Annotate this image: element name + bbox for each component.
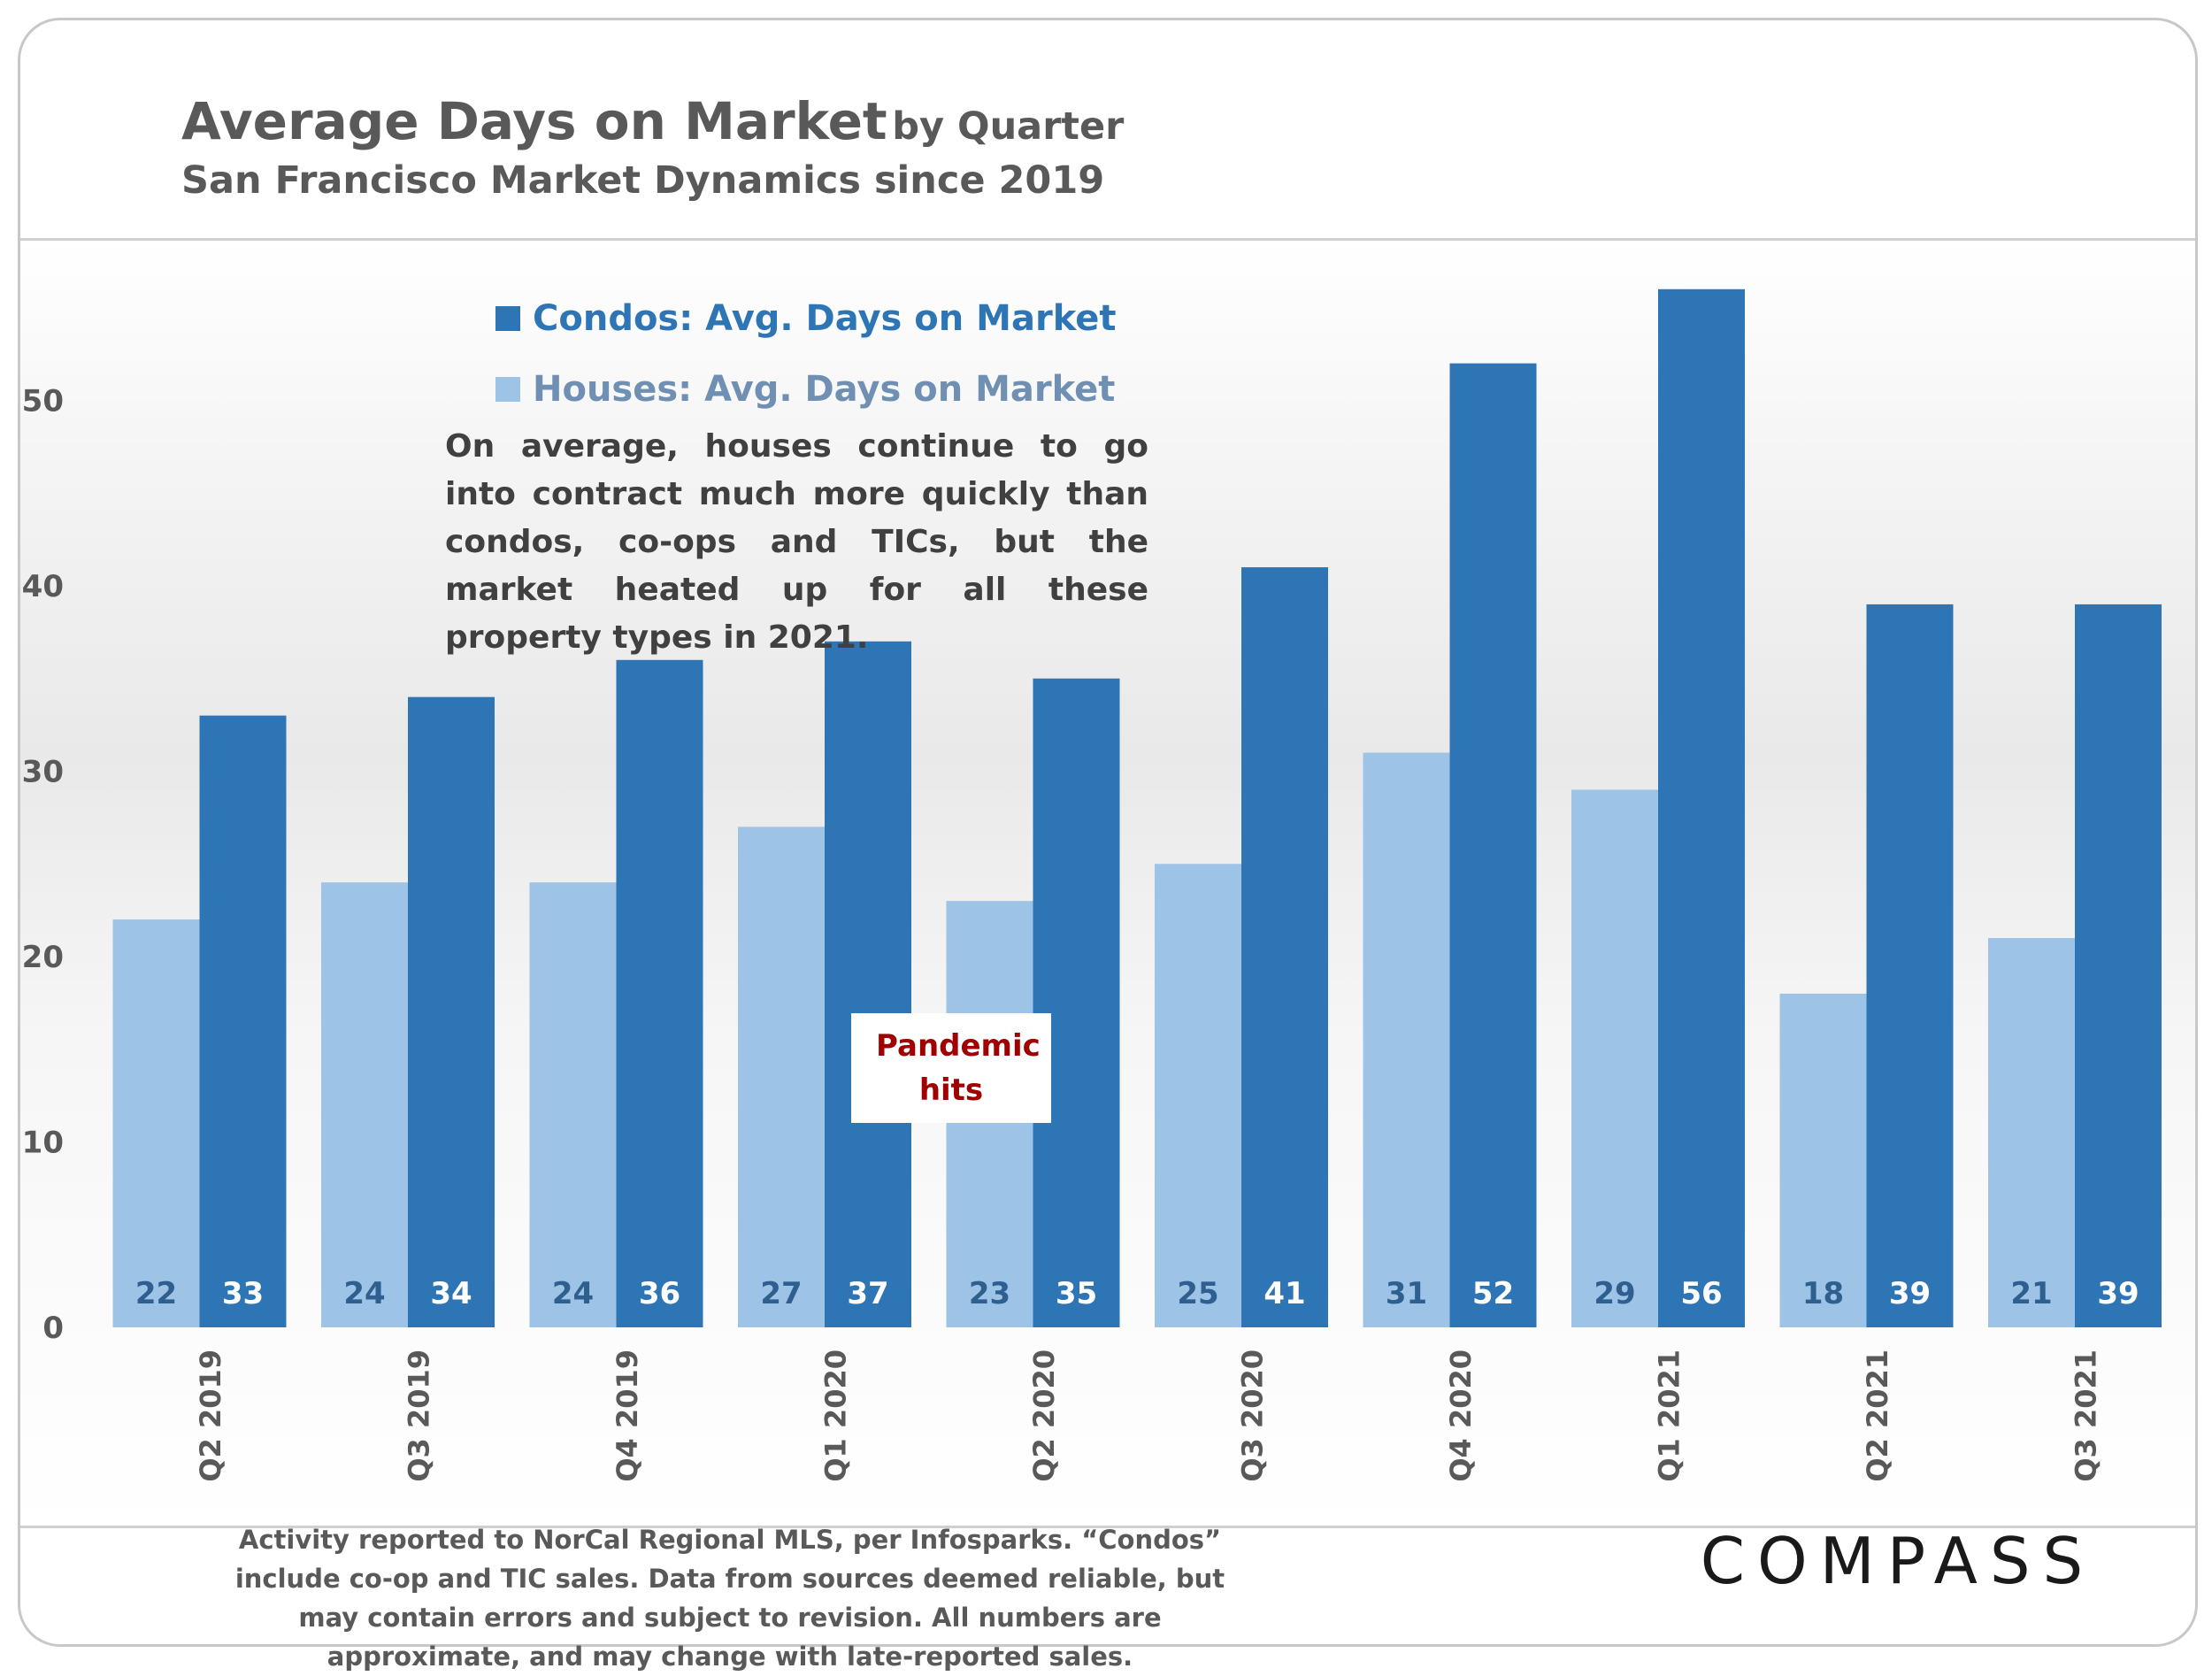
bar-condos — [1658, 288, 1745, 1327]
bar-houses — [1363, 752, 1450, 1327]
footer-disclaimer: Activity reported to NorCal Regional MLS… — [234, 1525, 1225, 1672]
legend-item-houses: Houses: Avg. Days on Market — [495, 354, 1116, 425]
bar-houses — [1571, 789, 1658, 1327]
bar-condos — [199, 715, 287, 1327]
footer-divider — [20, 1526, 2195, 1528]
x-tick-label: Q4 2020 — [1444, 1349, 1478, 1482]
legend-swatch-houses — [495, 377, 520, 402]
data-label-condos: 56 — [1680, 1276, 1722, 1311]
data-label-condos: 37 — [847, 1276, 888, 1311]
bar-condos — [1866, 604, 1954, 1327]
bar-houses — [321, 882, 408, 1327]
x-tick-label: Q3 2020 — [1235, 1349, 1269, 1482]
chart-subtitle: San Francisco Market Dynamics since 2019 — [181, 158, 1105, 203]
title-suffix: by Quarter — [892, 104, 1125, 149]
header-divider — [20, 238, 2195, 241]
x-tick-label: Q2 2019 — [194, 1349, 227, 1482]
bar-condos — [616, 659, 703, 1327]
x-tick-label: Q2 2020 — [1027, 1349, 1061, 1482]
legend-item-condos: Condos: Avg. Days on Market — [495, 283, 1116, 354]
data-label-houses: 22 — [135, 1276, 177, 1311]
data-label-condos: 39 — [1889, 1276, 1931, 1311]
y-tick-label: 0 — [42, 1311, 64, 1346]
pandemic-annotation-text: Pandemic hits — [876, 1028, 1041, 1108]
data-label-houses: 18 — [1802, 1276, 1844, 1311]
bar-houses — [529, 882, 617, 1327]
bar-houses — [1779, 993, 1867, 1327]
legend-label-condos: Condos: Avg. Days on Market — [533, 298, 1117, 339]
y-tick-label: 40 — [22, 569, 64, 604]
bar-condos — [825, 641, 911, 1327]
data-label-condos: 33 — [222, 1276, 264, 1311]
annotation-note: On average, houses continue to go into c… — [445, 428, 1148, 656]
legend: Condos: Avg. Days on Market Houses: Avg.… — [495, 283, 1116, 425]
data-label-houses: 24 — [552, 1276, 594, 1311]
y-tick-label: 20 — [22, 940, 64, 975]
data-label-houses: 21 — [2010, 1276, 2052, 1311]
x-axis: Q2 2019 Q3 2019 Q4 2019 Q1 2020 Q2 2020 Q3 20… — [194, 1349, 2103, 1482]
y-tick-label: 30 — [22, 755, 64, 790]
data-label-condos: 39 — [2097, 1276, 2139, 1311]
x-tick-label: Q2 2021 — [1861, 1349, 1894, 1482]
data-label-houses: 25 — [1177, 1276, 1218, 1311]
compass-logo: COMPASS — [1700, 1524, 2096, 1598]
bar-condos — [1241, 567, 1328, 1327]
x-tick-label: Q1 2020 — [818, 1349, 852, 1482]
title-main: Average Days on Market — [181, 91, 887, 151]
bar-condos — [1449, 363, 1537, 1328]
legend-swatch-condos — [495, 306, 520, 331]
data-label-condos: 52 — [1472, 1276, 1514, 1311]
pandemic-annotation: Pandemic hits — [851, 1013, 1051, 1123]
data-label-houses: 24 — [343, 1276, 385, 1311]
chart-title: Average Days on Market by Quarter — [181, 91, 1124, 151]
y-tick-label: 10 — [22, 1126, 64, 1161]
bar-condos — [1033, 678, 1120, 1327]
x-tick-label: Q3 2021 — [2069, 1349, 2102, 1482]
x-tick-label: Q4 2019 — [611, 1349, 644, 1482]
data-labels-group: 22 33 24 34 24 36 27 37 23 35 25 41 31 52 29 56 18 39 21 39 — [135, 1276, 2139, 1311]
x-tick-label: Q3 2019 — [402, 1349, 435, 1482]
bars-group — [112, 288, 2162, 1328]
data-label-houses: 23 — [969, 1276, 1010, 1311]
legend-label-houses: Houses: Avg. Days on Market — [533, 369, 1116, 410]
data-label-condos: 34 — [430, 1276, 472, 1311]
bar-houses — [1988, 938, 2075, 1327]
data-label-condos: 36 — [639, 1276, 680, 1311]
bar-houses — [1155, 864, 1241, 1327]
title-block: Average Days on Market by Quarter San Fr… — [181, 91, 1124, 203]
bar-houses — [112, 919, 200, 1327]
data-label-houses: 27 — [760, 1276, 802, 1311]
data-label-houses: 31 — [1386, 1276, 1427, 1311]
data-label-condos: 35 — [1056, 1276, 1097, 1311]
data-label-condos: 41 — [1263, 1276, 1305, 1311]
bar-condos — [408, 696, 495, 1327]
y-tick-label: 50 — [22, 384, 64, 419]
data-label-houses: 29 — [1594, 1276, 1635, 1311]
bar-houses — [738, 826, 825, 1327]
y-axis: 0 10 20 30 40 50 — [22, 384, 64, 1347]
x-tick-label: Q1 2021 — [1652, 1349, 1686, 1482]
bar-condos — [2075, 604, 2162, 1327]
